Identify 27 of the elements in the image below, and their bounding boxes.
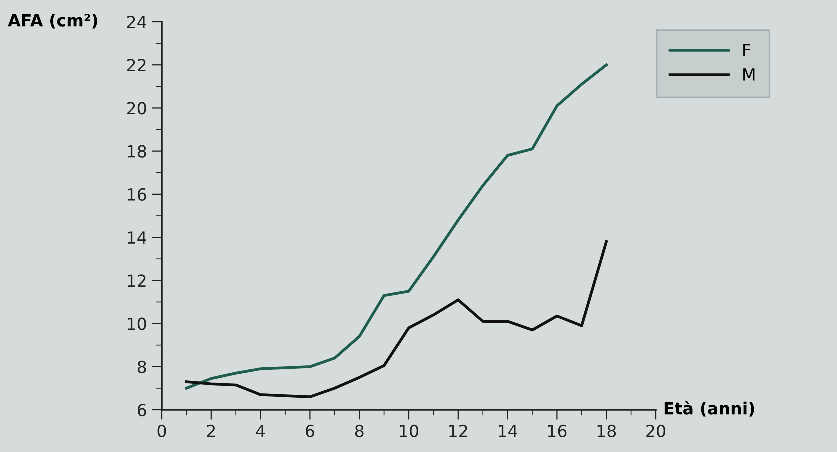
y-tick-label: 10 (128, 318, 146, 330)
y-tick-label: 14 (128, 232, 146, 244)
y-tick-label: 8 (138, 360, 146, 374)
x-tick-label: 8 (355, 424, 364, 438)
line-series (185, 240, 608, 398)
x-tick-label: 14 (499, 425, 518, 438)
x-tick-label: 12 (450, 424, 468, 438)
y-tick-label: 20 (127, 102, 146, 115)
x-tick-label: 16 (548, 424, 567, 438)
x-tick-label: 2 (207, 424, 216, 438)
y-tick-label: 16 (128, 188, 146, 202)
x-axis-title: Età (anni) (664, 401, 754, 417)
legend-label: F (744, 44, 751, 56)
x-tick-label: 10 (400, 424, 418, 438)
y-tick-label: 12 (128, 274, 146, 287)
x-tick-label: 18 (598, 424, 616, 438)
x-tick-label: 20 (646, 424, 666, 438)
y-tick-label: 22 (127, 59, 146, 72)
y-tick-label: 6 (138, 404, 146, 417)
x-tick-label: 6 (306, 424, 314, 438)
x-tick-label: 4 (256, 425, 266, 438)
line-series (185, 64, 608, 390)
x-tick-label: 0 (158, 424, 166, 438)
y-axis-title: AFA (cm²) (8, 14, 98, 29)
y-tick-label: 24 (127, 16, 146, 28)
legend-label: M (744, 68, 755, 81)
y-tick-label: 18 (128, 145, 146, 158)
